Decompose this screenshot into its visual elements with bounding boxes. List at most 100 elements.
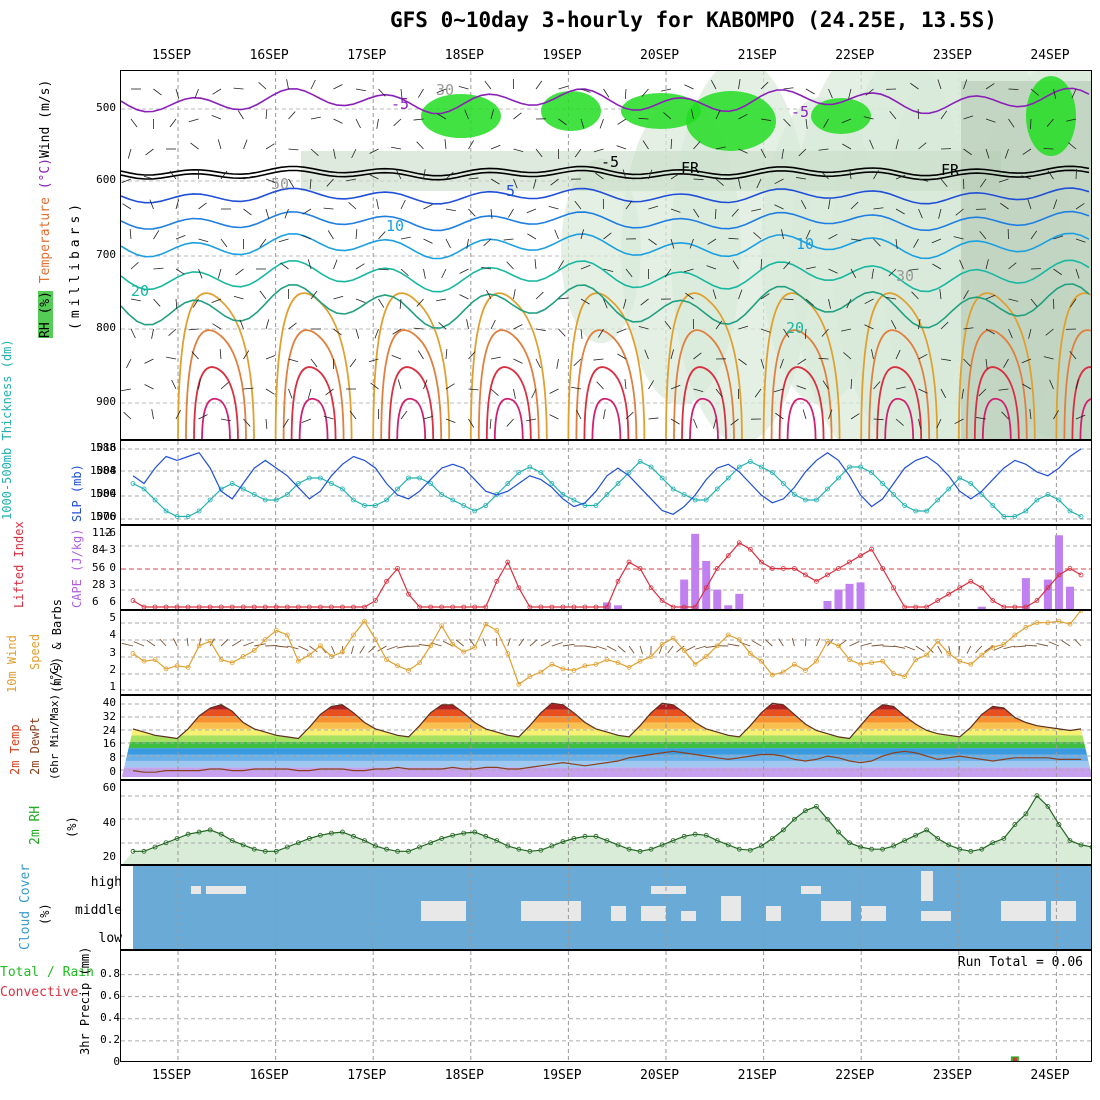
cape-bar: [834, 589, 843, 609]
wind-barb: [1008, 328, 1013, 339]
lifted-index-line-point: [924, 604, 930, 609]
wind-barb: [622, 169, 627, 180]
wind-barb: [918, 319, 921, 330]
wind-barb: [638, 117, 649, 120]
wind-barb: [121, 388, 132, 392]
wind-speed-line-point: [659, 641, 665, 647]
high-rh-core: [621, 93, 701, 129]
wind-barb: [265, 388, 275, 395]
cloud-mid-block: [766, 906, 781, 921]
wind-barb: [220, 170, 228, 180]
wind-barb: [850, 378, 853, 390]
wind-barb: [580, 118, 585, 129]
wind-barb: [217, 268, 222, 279]
rh2m-line-point: [560, 839, 566, 845]
lifted-index-line: [132, 542, 1082, 608]
lifted-index-line-point: [549, 604, 555, 609]
wind-speed-line-point: [262, 637, 268, 643]
wind-barb: [738, 148, 748, 154]
wind-barb: [149, 199, 154, 210]
thickness-line-point: [692, 497, 698, 503]
rh2m-line-point: [185, 831, 191, 837]
wind-barb: [663, 112, 672, 120]
wind-barb: [642, 140, 649, 150]
precip-convective-bar: [1012, 1057, 1017, 1061]
wind-speed-line-point: [946, 651, 952, 656]
wind-barb: [376, 118, 379, 129]
wind-barb: [513, 148, 524, 152]
wind-barb: [549, 388, 559, 394]
wind-barb: [468, 208, 476, 217]
wind-barb-10m: [455, 639, 464, 647]
wind-barb: [886, 297, 897, 300]
high-rh-core: [811, 98, 871, 134]
temp-bands: [121, 703, 1091, 777]
thickness-line-point: [549, 481, 555, 486]
cloud-mid-block: [721, 896, 741, 921]
wind-speed-line-point: [196, 643, 202, 649]
rh2m-line-point: [714, 838, 720, 844]
temperature-contour-warm: [396, 397, 427, 439]
wind-barb: [1053, 199, 1058, 210]
wind-barb: [416, 141, 424, 150]
wind-barb: [580, 88, 591, 93]
wind-barb: [175, 199, 180, 210]
wind-barb: [310, 148, 319, 156]
wind-barb: [153, 230, 160, 240]
wind-barb: [848, 88, 852, 99]
wind-barb: [715, 178, 724, 186]
wind-barb: [198, 202, 207, 210]
wind-barb: [828, 199, 831, 210]
wind-speed-line-point: [1034, 620, 1040, 626]
wind-panel: [120, 610, 1092, 695]
wind-barb: [198, 414, 208, 420]
thickness-line-point: [803, 497, 808, 503]
temp-color-band: [121, 741, 1091, 749]
wind-barb: [1043, 148, 1054, 150]
wind-barb: [323, 207, 334, 210]
wind-barb: [685, 292, 694, 300]
wind-barb: [1066, 118, 1077, 122]
wind-barb: [850, 268, 857, 279]
wind-barb: [464, 109, 469, 120]
cape-bar: [1021, 578, 1030, 609]
lifted-index-line-point: [384, 578, 389, 584]
rh2m-line-point: [968, 848, 974, 854]
wind-speed-line-point: [251, 648, 257, 653]
rh2m-line-point: [791, 816, 797, 822]
wind-barb-10m: [595, 645, 607, 650]
lifted-index-line-point: [902, 604, 908, 609]
contour-label: 20: [131, 282, 149, 300]
cloud-high-block: [206, 886, 246, 894]
wind-barb: [550, 178, 559, 186]
wind-barb: [1075, 414, 1086, 420]
wind-barb-10m: [893, 645, 906, 649]
wind-barb: [738, 79, 741, 90]
wind-barb: [391, 355, 402, 360]
wind-barb: [979, 230, 987, 240]
wind-barb: [595, 172, 604, 180]
wind-barb: [153, 267, 164, 270]
cloud-mid-block: [611, 906, 626, 921]
wind-barb: [535, 80, 543, 90]
lifted-index-line-point: [560, 604, 566, 609]
cape-bar: [1054, 535, 1063, 609]
wind-barb: [939, 289, 942, 300]
thickness-line-point: [825, 486, 830, 492]
wind-barb: [239, 319, 244, 330]
wind-barb: [378, 231, 386, 240]
wind-barb-10m: [617, 645, 626, 653]
wind-barb: [458, 86, 469, 90]
thickness-line-point: [714, 486, 720, 492]
wind-speed-line-point: [295, 658, 301, 664]
wind-barb: [796, 177, 807, 180]
thickness-line-point: [946, 486, 952, 492]
wind-barb: [713, 418, 717, 429]
wind-barb-10m: [966, 645, 972, 654]
thickness-line-point: [130, 481, 136, 486]
wind-barb-10m: [975, 645, 983, 654]
wind-barb: [282, 418, 289, 428]
wind-barb: [288, 111, 296, 120]
temperature-contour-warm: [591, 397, 622, 439]
rh2m-line-point: [141, 848, 147, 854]
